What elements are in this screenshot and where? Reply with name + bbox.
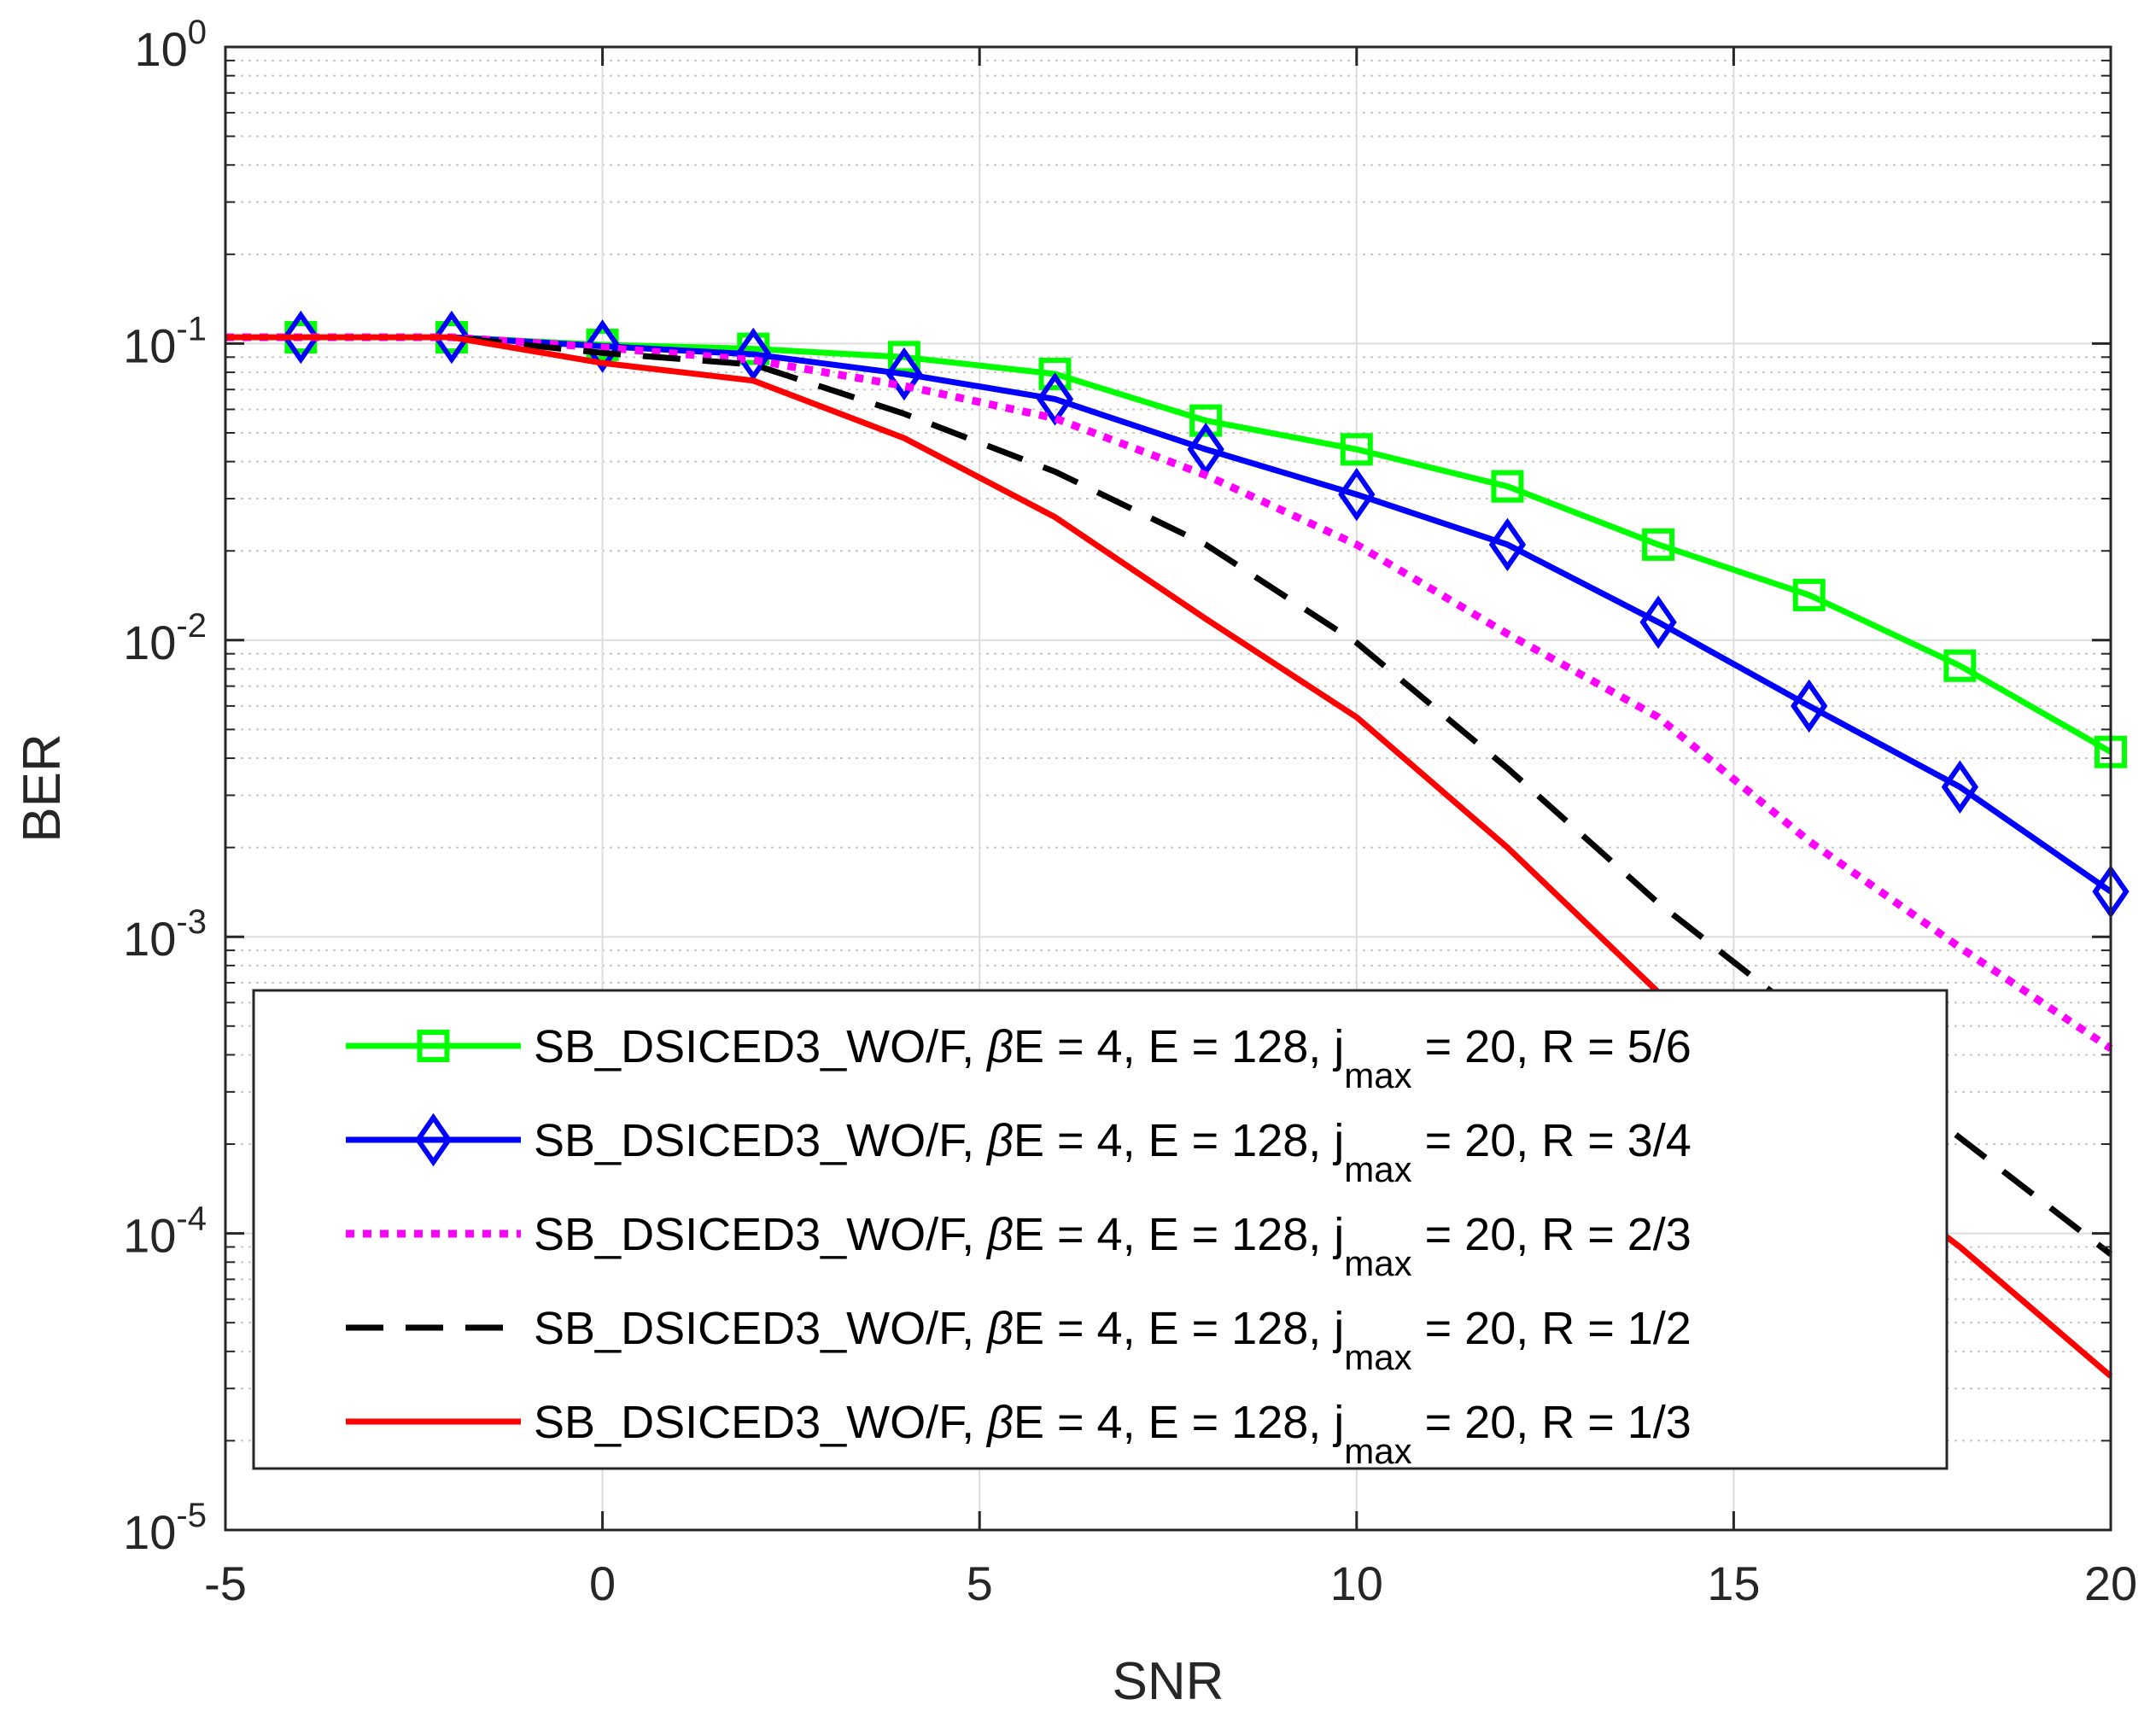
legend: SB_DSICED3_WO/F, βE = 4, E = 128, jmax =… <box>252 989 1949 1471</box>
x-tick-label: 10 <box>1330 1556 1383 1610</box>
y-axis-label: BER <box>13 733 72 842</box>
square-marker <box>1642 528 1675 561</box>
legend-label: SB_DSICED3_WO/F, βE = 4, E = 128, jmax =… <box>534 1303 1691 1377</box>
series-line <box>225 333 2113 1052</box>
diamond-marker <box>414 1112 453 1167</box>
diamond-marker <box>885 347 923 401</box>
square-marker <box>1943 649 1977 682</box>
legend-entry-4: SB_DSICED3_WO/F, βE = 4, E = 128, jmax =… <box>346 1397 1691 1471</box>
square-marker <box>1491 470 1524 503</box>
legend-label: SB_DSICED3_WO/F, βE = 4, E = 128, jmax =… <box>534 1021 1691 1095</box>
legend-label: SB_DSICED3_WO/F, βE = 4, E = 128, jmax =… <box>534 1115 1691 1189</box>
square-marker <box>1340 433 1373 466</box>
square-marker <box>1189 404 1223 437</box>
x-axis-label: SNR <box>1113 1652 1224 1711</box>
legend-label: SB_DSICED3_WO/F, βE = 4, E = 128, jmax =… <box>534 1397 1691 1471</box>
x-tick-label: 15 <box>1707 1556 1760 1610</box>
y-tick-label: 10-3 <box>123 903 207 966</box>
legend-entry-0: SB_DSICED3_WO/F, βE = 4, E = 128, jmax =… <box>346 1021 1691 1095</box>
diamond-marker <box>433 310 470 365</box>
legend-entry-1: SB_DSICED3_WO/F, βE = 4, E = 128, jmax =… <box>346 1112 1691 1189</box>
diamond-marker <box>734 327 772 382</box>
square-marker <box>887 341 920 374</box>
square-marker <box>1038 357 1072 390</box>
x-tick-label: -5 <box>204 1556 247 1610</box>
series-2 <box>225 333 2113 1052</box>
square-marker <box>1792 578 1826 611</box>
x-tick-label: 0 <box>589 1556 616 1610</box>
series-3 <box>225 334 2113 1257</box>
y-tick-label: 10-5 <box>123 1497 207 1559</box>
diamond-marker <box>1488 517 1527 572</box>
x-tick-label: 5 <box>967 1556 993 1610</box>
diamond-marker <box>1338 467 1376 522</box>
y-tick-label: 10-2 <box>123 607 207 669</box>
series-line <box>225 334 2113 1257</box>
y-tick-label: 10-1 <box>123 310 207 372</box>
diamond-marker <box>583 319 622 373</box>
y-tick-label: 100 <box>134 14 207 76</box>
plot-frame <box>224 45 2112 1532</box>
diamond-marker <box>1941 760 1979 814</box>
tick-layer: -5 0 5 10 15 20 100 10-1 10-2 10-3 10-4 10-5 <box>123 14 2137 1610</box>
diamond-marker <box>1639 595 1677 649</box>
diamond-marker <box>282 310 319 365</box>
x-tick-label: 20 <box>2084 1556 2137 1610</box>
series-layer <box>225 310 2130 1379</box>
legend-label: SB_DSICED3_WO/F, βE = 4, E = 128, jmax =… <box>534 1209 1691 1283</box>
diamond-marker <box>1791 679 1828 733</box>
y-tick-label: 10-4 <box>123 1200 207 1263</box>
square-marker <box>417 1030 450 1062</box>
legend-entry-3: SB_DSICED3_WO/F, βE = 4, E = 128, jmax =… <box>346 1303 1691 1377</box>
legend-entry-2: SB_DSICED3_WO/F, βE = 4, E = 128, jmax =… <box>346 1209 1691 1283</box>
legend-box <box>252 989 1949 1470</box>
